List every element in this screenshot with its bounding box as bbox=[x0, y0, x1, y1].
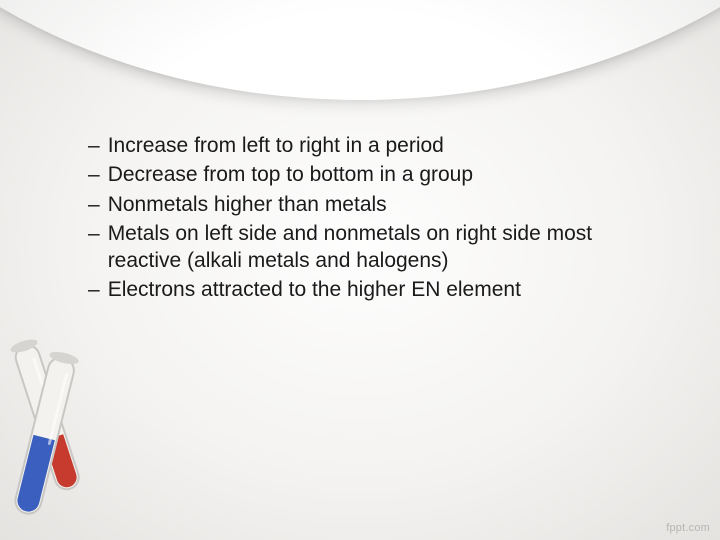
bullet-dash: – bbox=[88, 161, 100, 188]
bullet-text: Increase from left to right in a period bbox=[108, 132, 668, 159]
bullet-text: Nonmetals higher than metals bbox=[108, 191, 668, 218]
bullet-dash: – bbox=[88, 276, 100, 303]
bullet-text: Metals on left side and nonmetals on rig… bbox=[108, 220, 668, 275]
bullet-dash: – bbox=[88, 220, 100, 247]
bullet-list: – Increase from left to right in a perio… bbox=[88, 132, 668, 304]
test-tubes-icon bbox=[2, 314, 112, 534]
test-tubes-decor bbox=[2, 314, 112, 534]
list-item: – Electrons attracted to the higher EN e… bbox=[88, 276, 668, 303]
slide-content: – Increase from left to right in a perio… bbox=[88, 132, 668, 306]
bullet-text: Electrons attracted to the higher EN ele… bbox=[108, 276, 668, 303]
header-arc-decor bbox=[0, 0, 720, 100]
footer-credit: fppt.com bbox=[666, 522, 710, 534]
list-item: – Metals on left side and nonmetals on r… bbox=[88, 220, 668, 275]
list-item: – Nonmetals higher than metals bbox=[88, 191, 668, 218]
list-item: – Decrease from top to bottom in a group bbox=[88, 161, 668, 188]
list-item: – Increase from left to right in a perio… bbox=[88, 132, 668, 159]
bullet-dash: – bbox=[88, 132, 100, 159]
bullet-dash: – bbox=[88, 191, 100, 218]
bullet-text: Decrease from top to bottom in a group bbox=[108, 161, 668, 188]
